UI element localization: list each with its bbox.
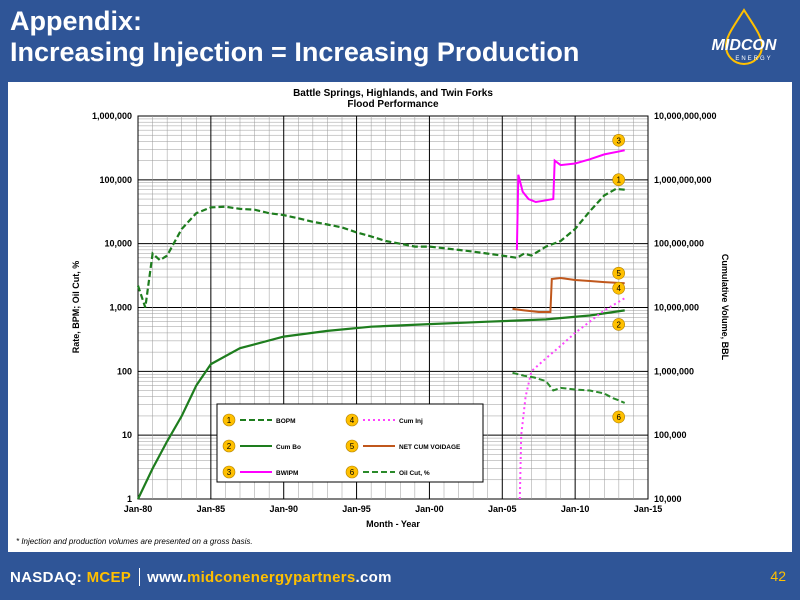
x-axis-ticks: Jan-80 Jan-85 Jan-90 Jan-95 Jan-00 Jan-05 Jan-…: [124, 504, 663, 514]
legend-marker-6: [345, 465, 359, 479]
legend-label-2: Cum Bo: [276, 444, 301, 451]
left-tick-label: 1,000,000: [92, 111, 132, 121]
chart-legend: 1 BOPM 2 Cum Bo 3 BWIPM 4 Cum Inj 5 NET CUM VOIDA…: [216, 403, 484, 483]
legend-marker-label-4: 4: [350, 416, 355, 425]
x-axis-label: Month - Year: [366, 519, 420, 529]
series-marker-label-4: 4: [616, 284, 621, 293]
x-tick-label: Jan-05: [488, 504, 517, 514]
legend-label-3: BWIPM: [276, 470, 298, 477]
chart-subtitle: Flood Performance: [347, 99, 439, 110]
legend-marker-label-5: 5: [350, 442, 355, 451]
footer-url-suffix: .com: [355, 569, 392, 586]
series-marker-label-1: 1: [616, 176, 621, 185]
footer-url-brand[interactable]: midconenergypartners: [186, 569, 356, 586]
series-layer: [136, 149, 626, 500]
series-marker-4: [612, 281, 625, 295]
x-tick-label: Jan-85: [197, 504, 226, 514]
right-tick-label: 100,000: [654, 430, 687, 440]
series-marker-2: [612, 318, 625, 331]
legend-label-6: Oil Cut, %: [399, 470, 430, 477]
y-axis-label-right: Cumulative Volume, BBL: [720, 254, 730, 361]
x-tick-label: Jan-15: [634, 504, 663, 514]
legend-marker-label-1: 1: [227, 416, 232, 425]
left-tick-label: 1: [127, 494, 132, 504]
slide-content: 1 10 100 1,000 10,000 100,000 1,000,000 10,000…: [8, 82, 792, 552]
slide-header: Appendix: Increasing Injection = Increas…: [0, 0, 800, 78]
footer-ticker: MCEP: [86, 569, 132, 586]
left-tick-label: 100: [117, 366, 132, 376]
slide-title-line1: Appendix:: [10, 6, 142, 36]
legend-marker-4: [345, 413, 359, 427]
series-marker-3: [612, 134, 625, 147]
footer-separator: [139, 568, 141, 586]
series-line-2: [137, 309, 625, 500]
x-tick-label: Jan-10: [561, 504, 590, 514]
right-tick-label: 1,000,000: [654, 366, 694, 376]
series-line-6: [512, 371, 626, 404]
right-tick-label: 10,000,000,000: [654, 111, 717, 121]
legend-marker-label-3: 3: [227, 468, 232, 477]
legend-marker-5: [345, 439, 359, 453]
series-marker-label-5: 5: [616, 269, 621, 278]
series-marker-6: [612, 410, 625, 424]
right-tick-label: 100,000,000: [654, 239, 704, 249]
legend-label-5: NET CUM VOIDAGE: [399, 444, 461, 451]
flood-performance-chart: 1 10 100 1,000 10,000 100,000 1,000,000 10,000…: [71, 88, 730, 529]
logo-sub-text: ENERGY: [735, 56, 772, 62]
x-tick-label: Jan-90: [269, 504, 298, 514]
chart-title: Battle Springs, Highlands, and Twin Fork…: [293, 88, 493, 99]
x-tick-label: Jan-00: [415, 504, 444, 514]
left-tick-label: 1,000: [109, 303, 132, 313]
legend-marker-1: [222, 413, 236, 427]
right-tick-label: 1,000,000,000: [654, 175, 712, 185]
legend-label-1: BOPM: [276, 418, 296, 425]
left-tick-label: 10: [122, 430, 132, 440]
series-marker-label-2: 2: [616, 320, 621, 329]
series-marker-label-3: 3: [616, 136, 621, 145]
footnote: * Injection and production volumes are p…: [16, 537, 253, 546]
page-number: 42: [770, 568, 786, 584]
series-line-3: [515, 149, 625, 250]
legend-label-4: Cum Inj: [399, 418, 423, 425]
series-line-5: [512, 276, 625, 313]
left-tick-label: 100,000: [99, 175, 132, 185]
right-tick-label: 10,000: [654, 494, 682, 504]
legend-marker-label-2: 2: [227, 442, 232, 451]
slide-footer: NASDAQ: MCEP www.midconenergypartners.com…: [0, 556, 800, 600]
x-tick-label: Jan-95: [342, 504, 371, 514]
y-axis-label-left: Rate, BPM; Oil Cut, %: [71, 261, 81, 354]
right-axis-ticks: 10,000 100,000 1,000,000 10,000,000 100,000,…: [654, 111, 717, 504]
x-tick-label: Jan-80: [124, 504, 153, 514]
footer-url-prefix: www.: [147, 569, 187, 586]
left-tick-label: 10,000: [104, 239, 132, 249]
footer-exchange: NASDAQ:: [10, 569, 87, 586]
left-axis-ticks: 1 10 100 1,000 10,000 100,000 1,000,000: [92, 111, 132, 504]
series-number-markers: 1 2 3 4 5 6: [612, 134, 625, 424]
logo-main-text: MIDCON: [712, 37, 777, 54]
series-marker-label-6: 6: [616, 413, 621, 422]
series-marker-1: [612, 173, 625, 187]
midcon-logo: MIDCON ENERGY: [712, 8, 777, 65]
legend-marker-label-6: 6: [350, 468, 355, 477]
legend-marker-2: [222, 439, 236, 453]
series-marker-5: [612, 266, 625, 280]
footer-text: NASDAQ: MCEP www.midconenergypartners.com: [10, 568, 392, 586]
right-tick-label: 10,000,000: [654, 303, 699, 313]
series-line-1: [136, 187, 625, 308]
slide-title-line2: Increasing Injection = Increasing Produc…: [10, 37, 580, 67]
slide-title: Appendix: Increasing Injection = Increas…: [10, 6, 579, 68]
legend-marker-3: [222, 465, 236, 479]
